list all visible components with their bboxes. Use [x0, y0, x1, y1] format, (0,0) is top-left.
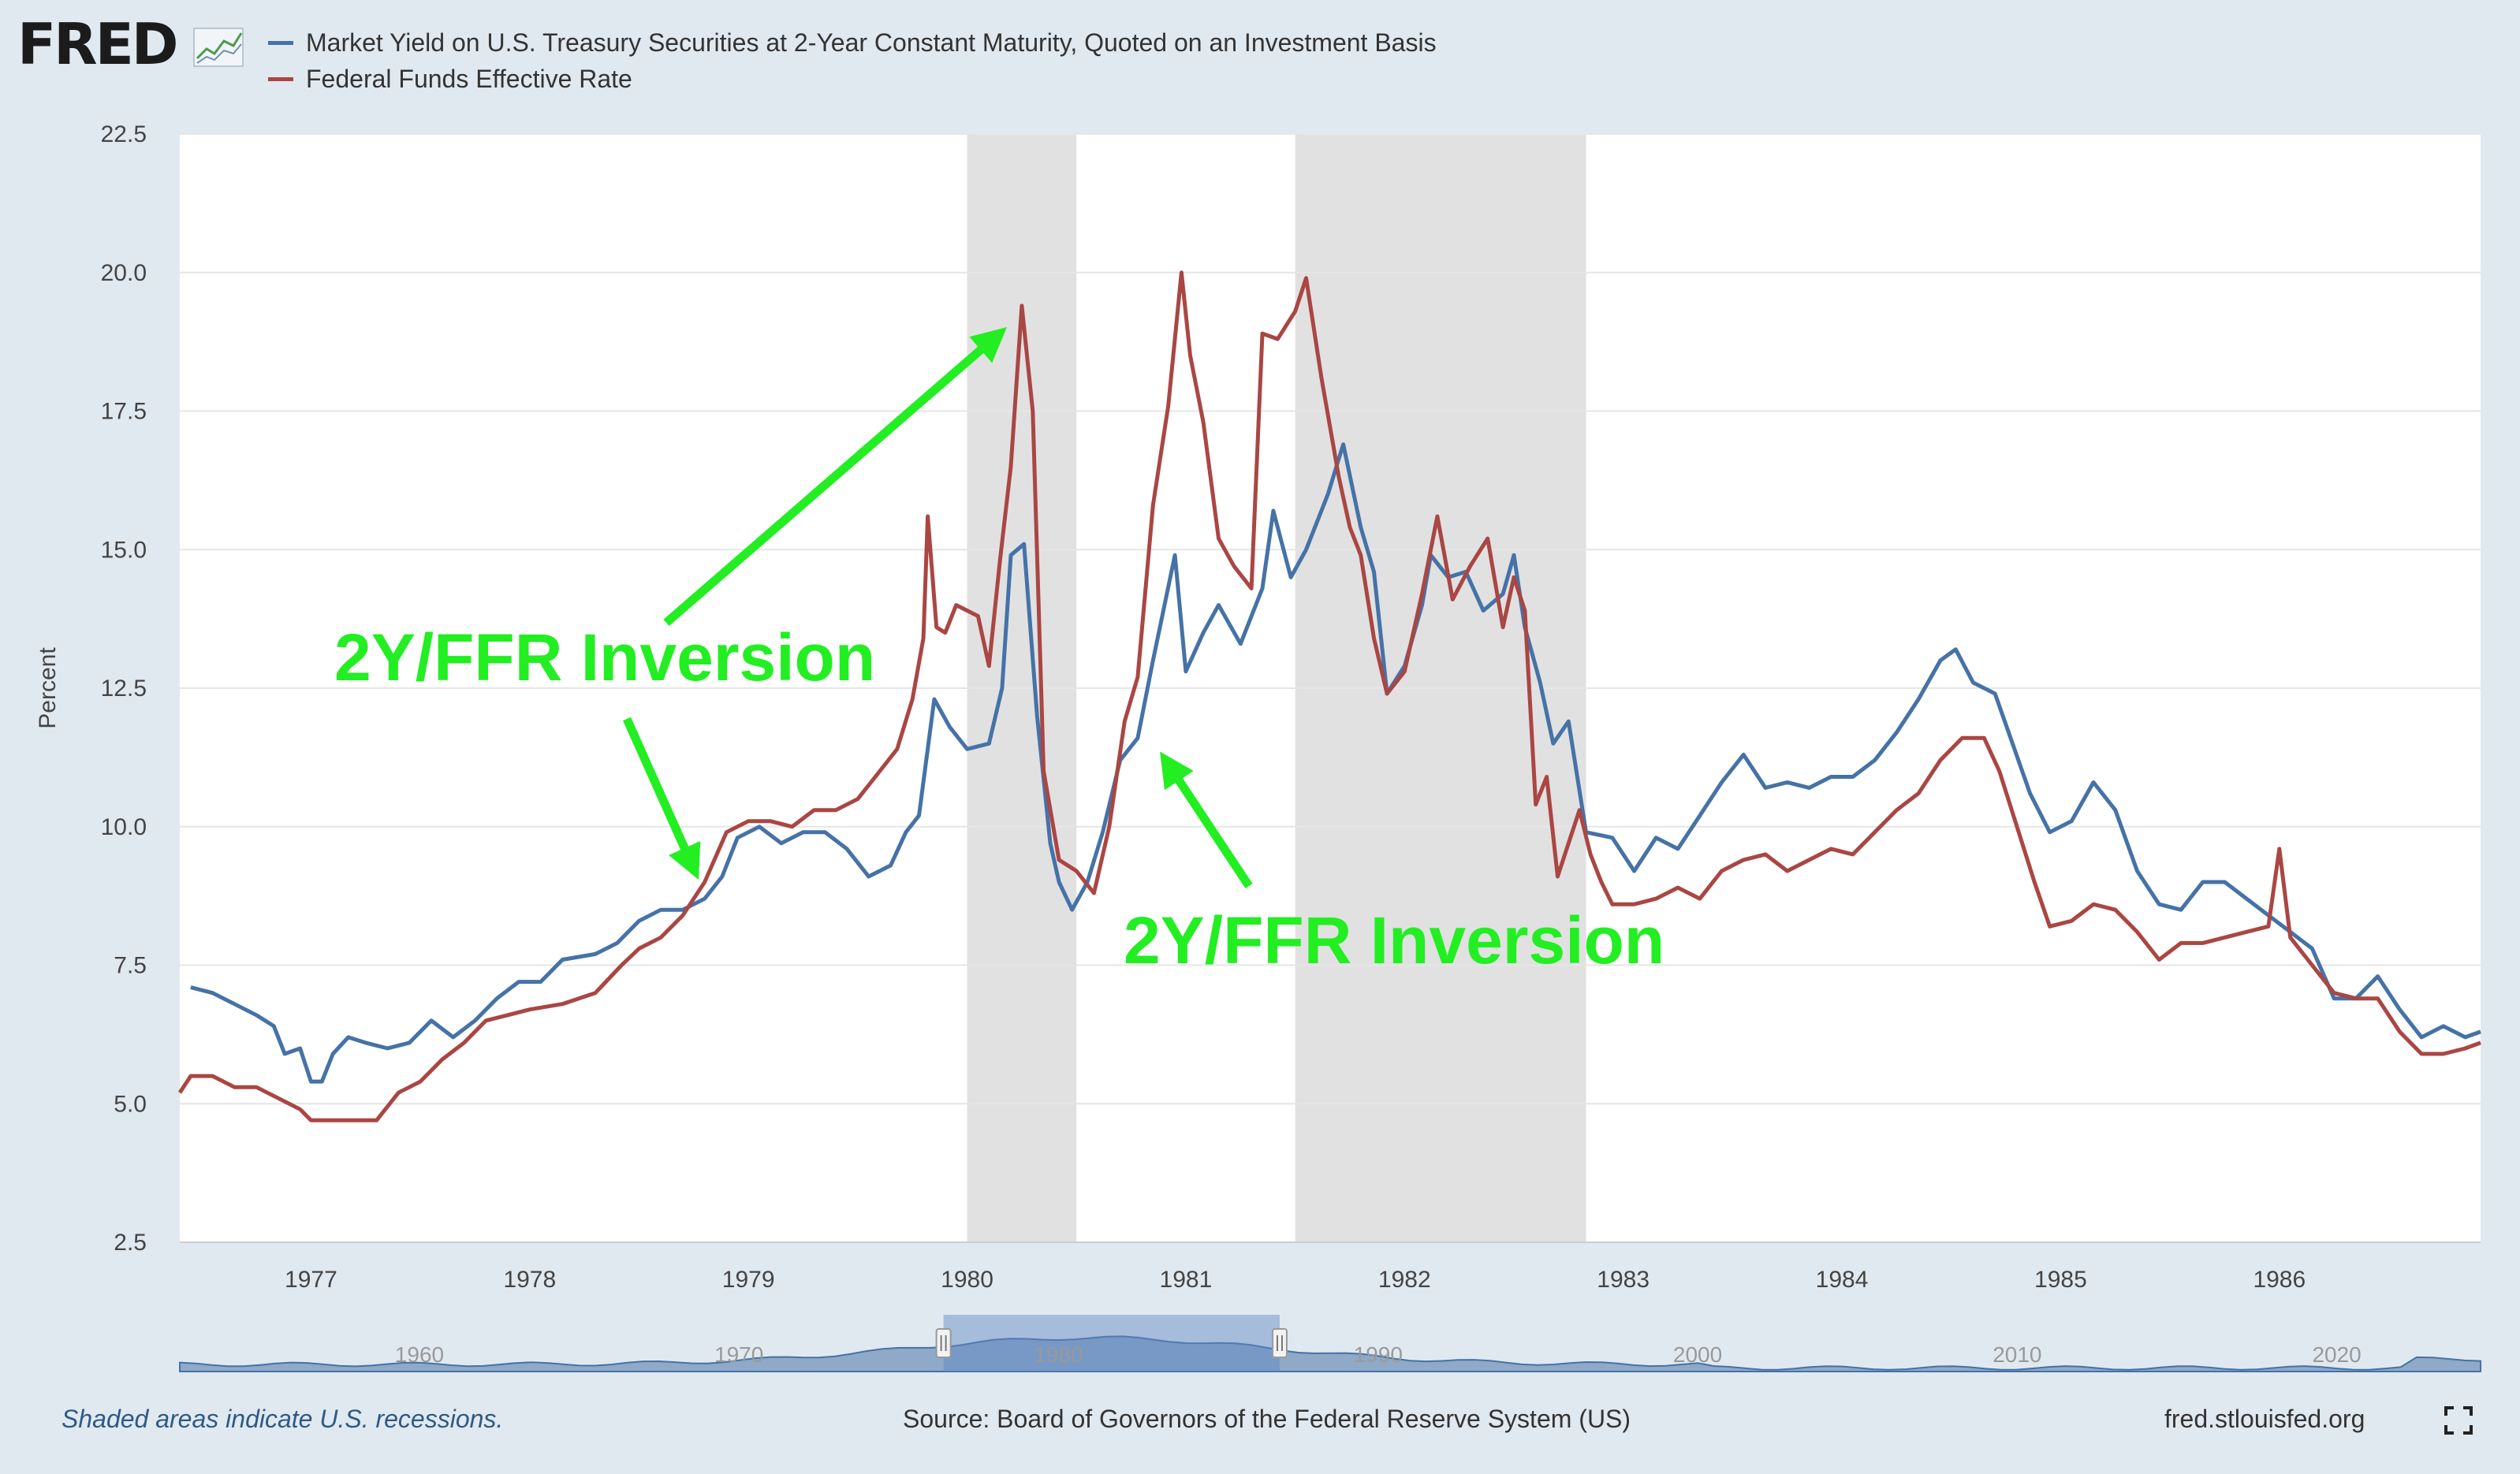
y-tick-label: 17.5	[101, 399, 147, 425]
navigator-year-labels: 1960 1970 1980 1990 2000 2010 2020	[395, 1342, 2362, 1367]
navigator-label: 1990	[1354, 1342, 1403, 1367]
series-lines	[177, 270, 2481, 1122]
y-axis-label: Percent	[35, 647, 61, 729]
x-tick-label: 1977	[285, 1267, 337, 1293]
site-url-link[interactable]: fred.stlouisfed.org	[2164, 1405, 2365, 1433]
arrow-upper-to-1978-cross	[622, 717, 701, 880]
y-tick-label: 2.5	[114, 1230, 147, 1256]
fred-logo[interactable]: FRED	[17, 11, 254, 77]
navigator-handle-left[interactable]	[935, 1328, 952, 1358]
x-tick-label: 1983	[1597, 1267, 1650, 1293]
y-tick-label: 5.0	[114, 1091, 147, 1117]
navigator-selected-window[interactable]	[943, 1315, 1280, 1372]
x-tick-label: 1979	[722, 1267, 775, 1293]
legend-swatch-ffr	[268, 76, 293, 81]
fullscreen-icon[interactable]	[2444, 1406, 2473, 1435]
gridlines	[180, 133, 2481, 1243]
y-tick-label: 22.5	[101, 121, 147, 147]
navigator-label: 2020	[2312, 1342, 2361, 1367]
y-tick-label: 10.0	[101, 814, 147, 840]
recession-note: Shaded areas indicate U.S. recessions.	[62, 1405, 504, 1433]
series-line-2y-yield	[190, 442, 2481, 1084]
source-text: Source: Board of Governors of the Federa…	[903, 1405, 1631, 1433]
y-tick-label: 20.0	[101, 260, 147, 286]
legend-label-ffr: Federal Funds Effective Rate	[306, 64, 632, 93]
line-chart-icon	[193, 28, 244, 67]
y-tick-label: 15.0	[101, 537, 147, 563]
legend-swatch-2y	[268, 40, 293, 45]
y-axis-ticks: 2.5 5.0 7.5 10.0 12.5 15.0 17.5 20.0 22.5	[101, 121, 147, 1256]
arrow-upper-to-ffr-peak	[663, 327, 1007, 627]
legend-label-2y: Market Yield on U.S. Treasury Securities…	[306, 28, 1437, 57]
navigator-label: 2010	[1993, 1342, 2041, 1367]
legend-item-ffr[interactable]: Federal Funds Effective Rate	[268, 61, 632, 96]
x-tick-label: 1984	[1816, 1267, 1869, 1293]
navigator-label: 2000	[1673, 1342, 1722, 1367]
range-navigator[interactable]: 1960 1970 1980 1990 2000 2010 2020	[179, 1315, 2481, 1372]
annotation-text-upper: 2Y/FFR Inversion	[334, 620, 875, 694]
annotation-text-lower: 2Y/FFR Inversion	[1124, 903, 1664, 977]
arrow-lower-to-1980-cross	[1160, 751, 1253, 889]
navigator-label: 1980	[1034, 1342, 1083, 1367]
series-line-ffr	[177, 270, 2481, 1122]
x-axis-ticks: 1977 1978 1979 1980 1981 1982 1983 1984 1985 1986	[285, 1267, 2306, 1293]
navigator-overview-area	[179, 1335, 2481, 1372]
annotation-lower: 2Y/FFR Inversion	[1124, 751, 1664, 977]
annotation-upper: 2Y/FFR Inversion	[334, 327, 1007, 880]
navigator-label: 1960	[395, 1342, 444, 1367]
x-tick-label: 1986	[2253, 1267, 2306, 1293]
x-tick-label: 1980	[941, 1267, 993, 1293]
x-tick-label: 1982	[1378, 1267, 1431, 1293]
y-tick-label: 7.5	[114, 953, 147, 979]
legend-item-2y-yield[interactable]: Market Yield on U.S. Treasury Securities…	[268, 25, 1437, 60]
navigator-handle-right[interactable]	[1271, 1328, 1288, 1358]
y-tick-label: 12.5	[101, 676, 147, 702]
logo-text: FRED	[17, 11, 179, 77]
x-tick-label: 1978	[503, 1267, 556, 1293]
x-tick-label: 1981	[1160, 1267, 1213, 1293]
navigator-label: 1970	[714, 1342, 763, 1367]
x-tick-label: 1985	[2034, 1267, 2087, 1293]
